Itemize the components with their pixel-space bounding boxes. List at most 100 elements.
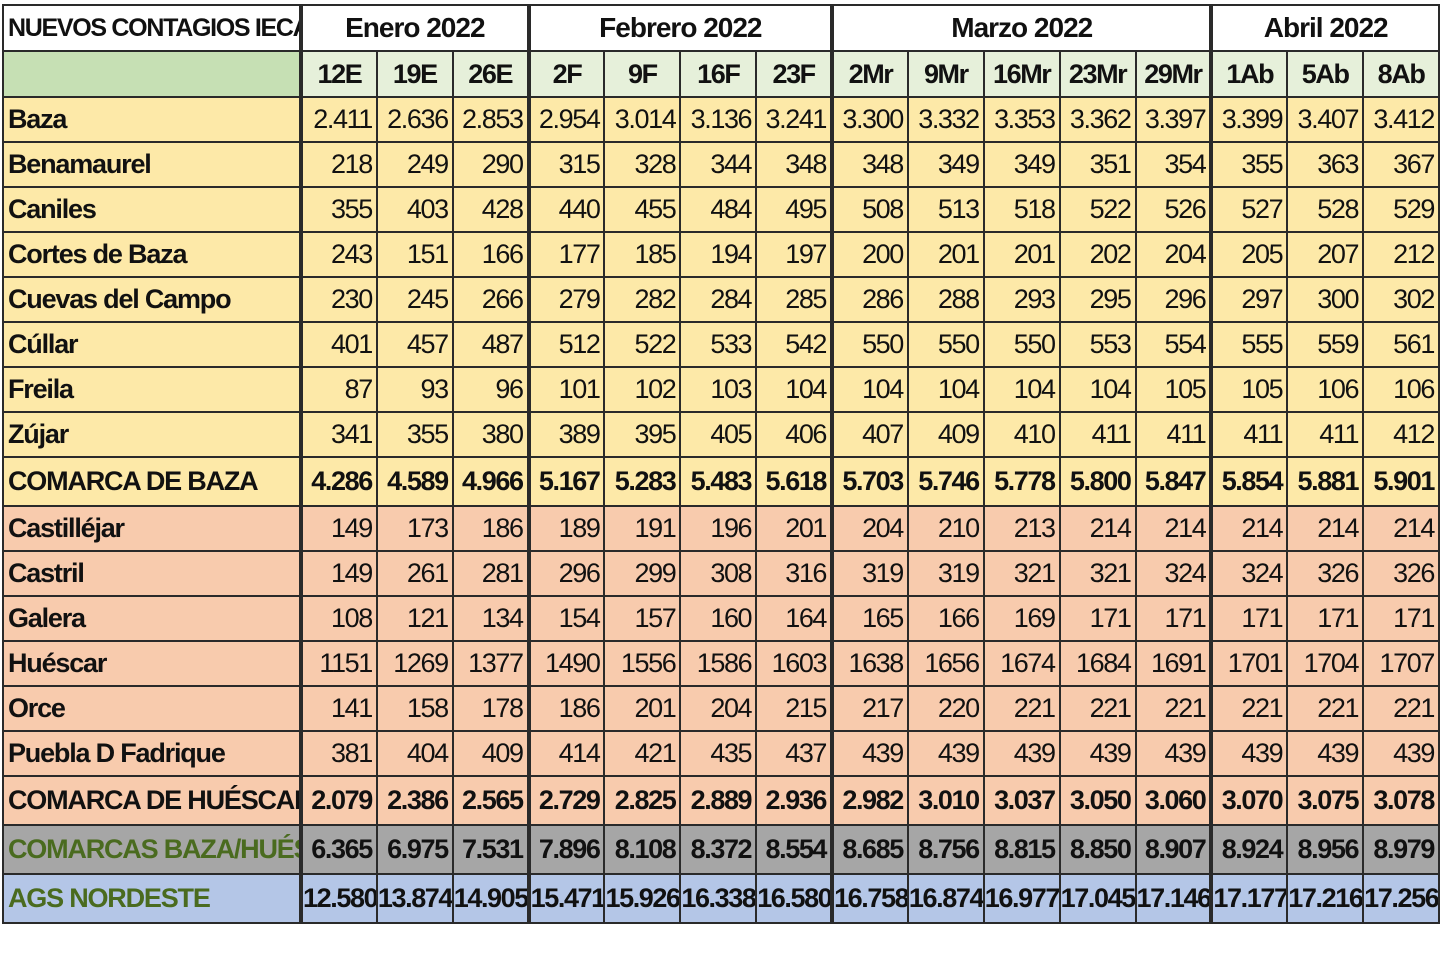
value-cell: 4.286 — [299, 456, 378, 507]
value-cell: 6.365 — [299, 824, 378, 875]
value-cell: 5.800 — [1058, 456, 1137, 507]
month-abril: Abril 2022 — [1209, 4, 1440, 52]
value-cell: 134 — [451, 595, 530, 642]
value-cell: 8.850 — [1058, 824, 1137, 875]
value-cell: 8.924 — [1209, 824, 1289, 875]
value-cell: 5.854 — [1209, 456, 1289, 507]
value-cell: 105 — [1134, 366, 1213, 413]
value-cell: 1704 — [1286, 640, 1365, 687]
value-cell: 5.618 — [755, 456, 834, 507]
value-cell: 165 — [830, 595, 909, 642]
value-cell: 297 — [1209, 276, 1289, 323]
value-cell: 1684 — [1058, 640, 1137, 687]
value-cell: 389 — [526, 411, 606, 458]
value-cell: 3.060 — [1134, 775, 1213, 826]
date-header: 19E — [375, 50, 454, 98]
value-cell: 2.565 — [451, 775, 530, 826]
value-cell: 104 — [1058, 366, 1137, 413]
value-cell: 513 — [906, 186, 985, 233]
value-cell: 355 — [1209, 141, 1289, 188]
value-cell: 405 — [679, 411, 758, 458]
row-label: Cúllar — [2, 321, 302, 368]
value-cell: 151 — [375, 231, 454, 278]
value-cell: 171 — [1286, 595, 1365, 642]
value-cell: 3.014 — [603, 96, 682, 143]
table-row: Cortes de Baza 243 151 166 177 185 194 197 200 20… — [2, 231, 1440, 278]
value-cell: 2.411 — [299, 96, 378, 143]
value-cell: 3.412 — [1362, 96, 1440, 143]
value-cell: 121 — [375, 595, 454, 642]
value-cell: 149 — [299, 505, 378, 552]
value-cell: 154 — [526, 595, 606, 642]
value-cell: 550 — [906, 321, 985, 368]
value-cell: 321 — [982, 550, 1061, 597]
value-cell: 101 — [526, 366, 606, 413]
value-cell: 17.256 — [1362, 873, 1440, 924]
date-header: 2Mr — [830, 50, 909, 98]
value-cell: 8.756 — [906, 824, 985, 875]
value-cell: 2.853 — [451, 96, 530, 143]
value-cell: 439 — [1362, 730, 1440, 777]
table-title: NUEVOS CONTAGIOS IECA — [2, 4, 302, 52]
value-cell: 221 — [1209, 685, 1289, 732]
value-cell: 196 — [679, 505, 758, 552]
value-cell: 439 — [1286, 730, 1365, 777]
value-cell: 17.146 — [1134, 873, 1213, 924]
value-cell: 1691 — [1134, 640, 1213, 687]
value-cell: 205 — [1209, 231, 1289, 278]
value-cell: 189 — [526, 505, 606, 552]
value-cell: 230 — [299, 276, 378, 323]
value-cell: 411 — [1286, 411, 1365, 458]
month-marzo: Marzo 2022 — [830, 4, 1213, 52]
table-row: Caniles 355 403 428 440 455 484 495 508 513 518 522… — [2, 186, 1440, 233]
value-cell: 103 — [679, 366, 758, 413]
value-cell: 1377 — [451, 640, 530, 687]
value-cell: 204 — [1134, 231, 1213, 278]
value-cell: 5.483 — [679, 456, 758, 507]
table-row: Castilléjar 149 173 186 189 191 196 201 204 210 21… — [2, 505, 1440, 552]
value-cell: 412 — [1362, 411, 1440, 458]
value-cell: 245 — [375, 276, 454, 323]
value-cell: 8.815 — [982, 824, 1061, 875]
value-cell: 8.979 — [1362, 824, 1440, 875]
value-cell: 16.580 — [755, 873, 834, 924]
value-cell: 542 — [755, 321, 834, 368]
value-cell: 105 — [1209, 366, 1289, 413]
value-cell: 178 — [451, 685, 530, 732]
value-cell: 212 — [1362, 231, 1440, 278]
value-cell: 194 — [679, 231, 758, 278]
value-cell: 300 — [1286, 276, 1365, 323]
value-cell: 221 — [1134, 685, 1213, 732]
value-cell: 282 — [603, 276, 682, 323]
value-cell: 201 — [603, 685, 682, 732]
row-label: Huéscar — [2, 640, 302, 687]
value-cell: 106 — [1362, 366, 1440, 413]
value-cell: 367 — [1362, 141, 1440, 188]
value-cell: 457 — [375, 321, 454, 368]
value-cell: 363 — [1286, 141, 1365, 188]
table-row: Castril 149 261 281 296 299 308 316 319 319 321 321… — [2, 550, 1440, 597]
value-cell: 381 — [299, 730, 378, 777]
row-label: Puebla D Fadrique — [2, 730, 302, 777]
value-cell: 7.896 — [526, 824, 606, 875]
value-cell: 17.216 — [1286, 873, 1365, 924]
value-cell: 411 — [1058, 411, 1137, 458]
value-cell: 16.338 — [679, 873, 758, 924]
value-cell: 439 — [1209, 730, 1289, 777]
value-cell: 341 — [299, 411, 378, 458]
value-cell: 96 — [451, 366, 530, 413]
date-header: 16F — [679, 50, 758, 98]
value-cell: 5.703 — [830, 456, 909, 507]
value-cell: 213 — [982, 505, 1061, 552]
value-cell: 440 — [526, 186, 606, 233]
value-cell: 15.471 — [526, 873, 606, 924]
date-header: 16Mr — [982, 50, 1061, 98]
table-row: COMARCA DE BAZA 4.286 4.589 4.966 5.167 5.283… — [2, 456, 1440, 507]
table-row: Zújar 341 355 380 389 395 405 406 407 409 410 411 41… — [2, 411, 1440, 458]
value-cell: 221 — [1058, 685, 1137, 732]
row-label: COMARCA DE BAZA — [2, 456, 302, 507]
date-header-row: 12E 19E 26E 2F 9F 16F 23F 2Mr 9Mr 16Mr 23Mr 29Mr 1Ab… — [2, 50, 1440, 98]
value-cell: 5.167 — [526, 456, 606, 507]
value-cell: 108 — [299, 595, 378, 642]
table-row: Benamaurel 218 249 290 315 328 344 348 348 349 349… — [2, 141, 1440, 188]
